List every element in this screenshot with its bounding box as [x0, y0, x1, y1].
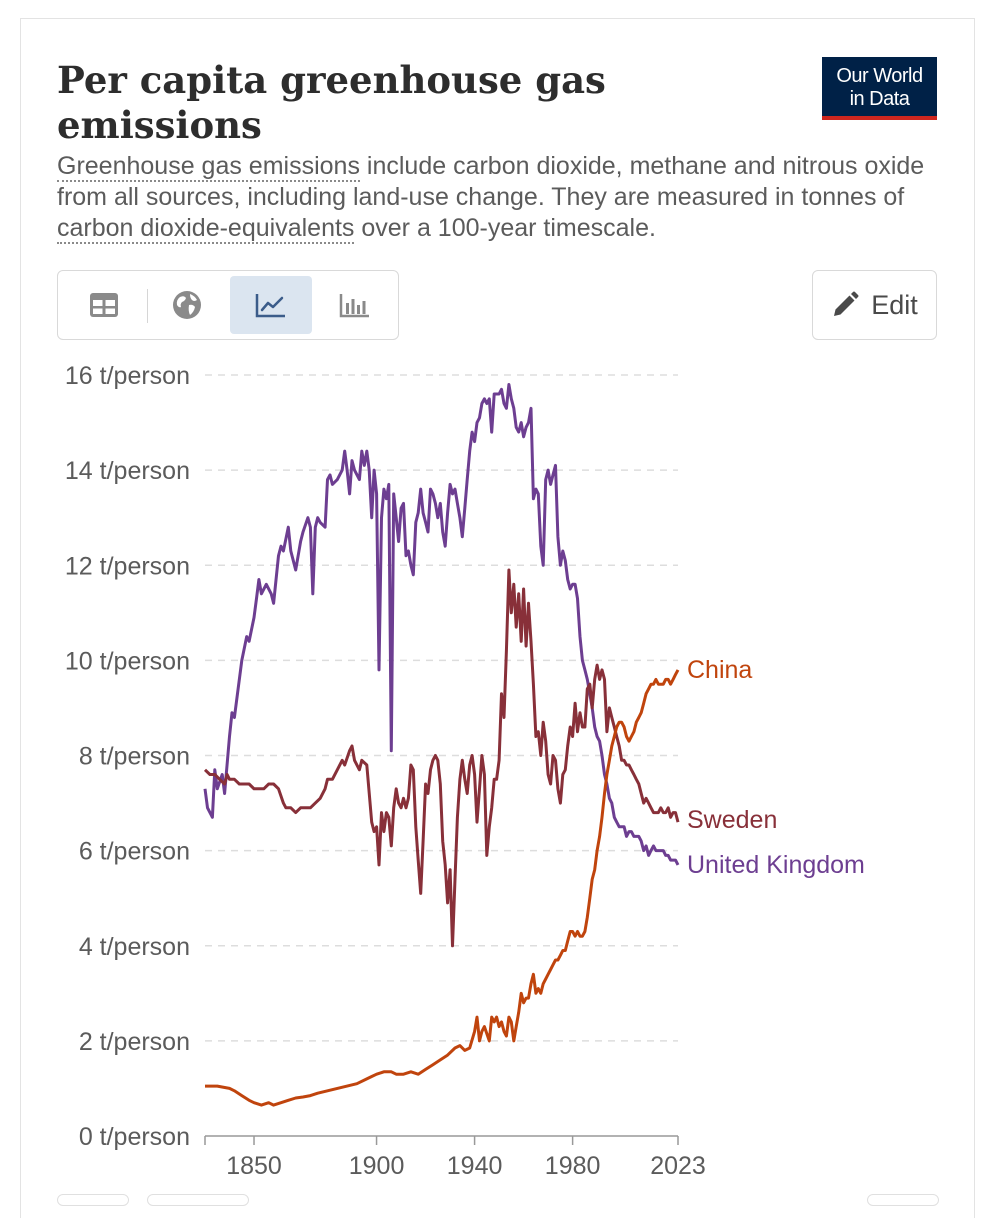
footer-tab-stub — [867, 1194, 939, 1206]
edit-label: Edit — [871, 289, 918, 320]
logo-line-1: Our World — [836, 65, 923, 87]
series-label: China — [687, 656, 752, 684]
table-icon — [90, 293, 118, 317]
globe-icon — [173, 291, 201, 319]
table-view-button[interactable] — [63, 276, 145, 334]
footer-tab-stub — [57, 1194, 129, 1206]
x-tick-label: 1900 — [349, 1152, 405, 1180]
ghg-definition-link[interactable]: Greenhouse gas emissions — [57, 152, 360, 182]
bar-chart-icon — [339, 294, 369, 318]
y-tick-label: 6 t/person — [79, 838, 190, 866]
pencil-icon — [834, 291, 859, 316]
line-chart-view-button[interactable] — [230, 276, 312, 334]
y-tick-label: 0 t/person — [79, 1123, 190, 1151]
x-tick-label: 2023 — [650, 1152, 706, 1180]
map-view-button[interactable] — [146, 276, 228, 334]
chart-title: Per capita greenhouse gas emissions — [57, 58, 606, 147]
bar-chart-view-button[interactable] — [314, 276, 396, 334]
series-line-sweden — [203, 568, 680, 948]
subtitle-text-2: over a 100-year timescale. — [354, 214, 656, 242]
series-line-china — [205, 669, 680, 1107]
edit-button[interactable]: Edit — [812, 270, 937, 340]
toolbar-divider — [147, 289, 148, 323]
owid-logo[interactable]: Our World in Data — [822, 57, 937, 120]
y-tick-label: 8 t/person — [79, 743, 190, 771]
y-tick-label: 10 t/person — [65, 647, 190, 675]
series-label: United Kingdom — [687, 851, 865, 879]
line-chart-icon — [255, 294, 285, 318]
y-tick-label: 2 t/person — [79, 1028, 190, 1056]
subtitle-text-1: include carbon dioxide, methane and nitr… — [57, 152, 925, 211]
x-tick-label: 1980 — [545, 1152, 601, 1180]
view-switcher — [57, 270, 399, 340]
series-label: Sweden — [687, 806, 777, 834]
footer-tab-stub — [147, 1194, 249, 1206]
y-tick-label: 4 t/person — [79, 933, 190, 961]
y-tick-label: 12 t/person — [65, 552, 190, 580]
y-tick-label: 16 t/person — [65, 362, 190, 390]
logo-line-2: in Data — [849, 88, 910, 110]
chart-subtitle: Greenhouse gas emissions include carbon … — [57, 151, 927, 244]
x-tick-label: 1850 — [226, 1152, 282, 1180]
co2-equivalents-definition-link[interactable]: carbon dioxide-equivalents — [57, 214, 355, 244]
x-tick-label: 1940 — [447, 1152, 503, 1180]
y-tick-label: 14 t/person — [65, 457, 190, 485]
